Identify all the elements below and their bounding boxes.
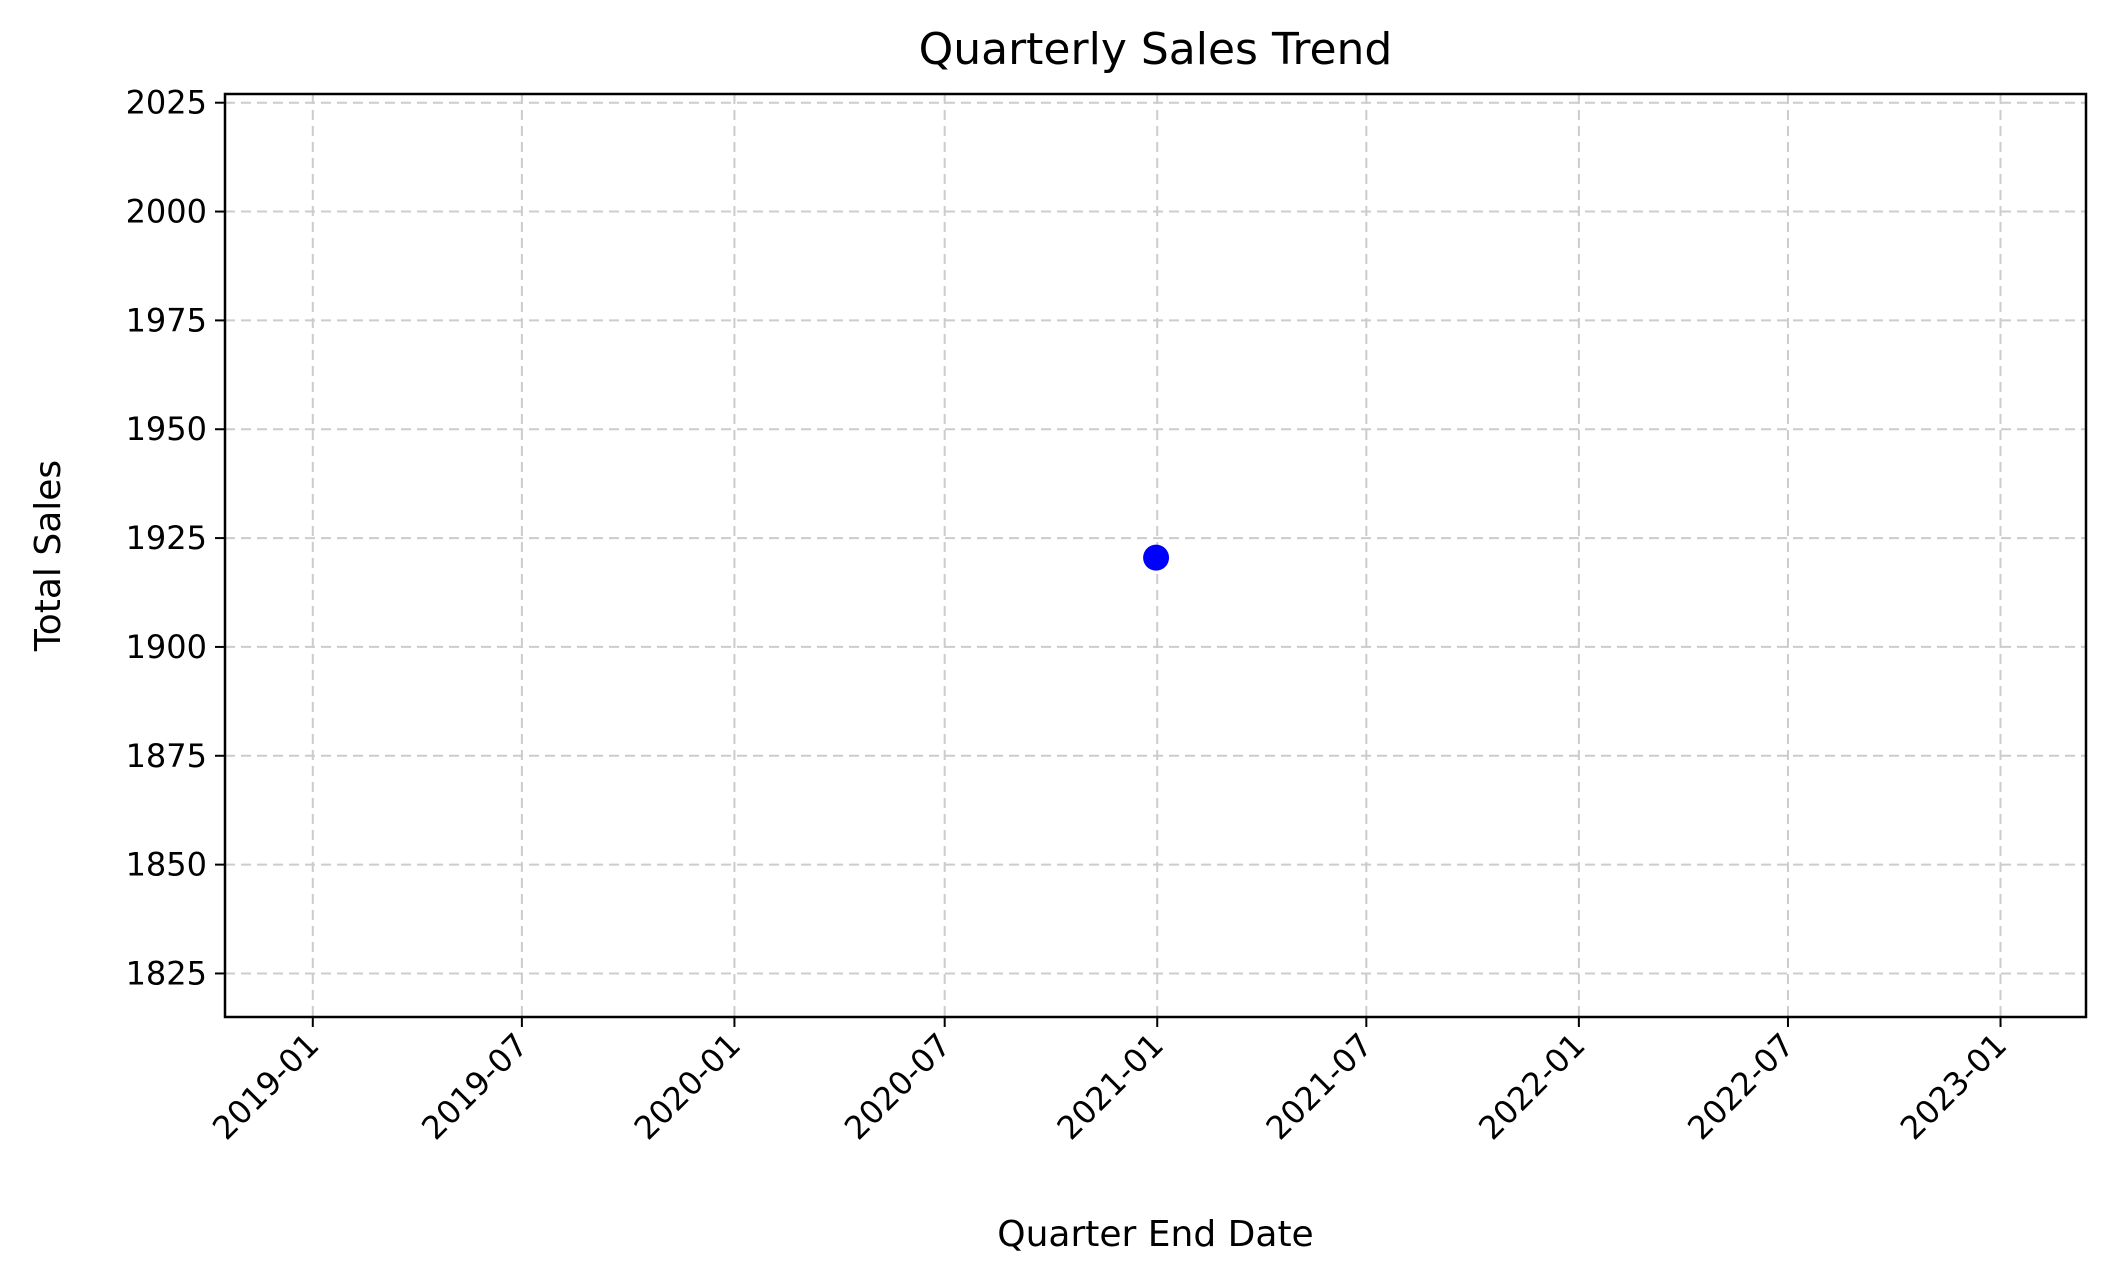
- plot-frame: [223, 92, 2088, 1019]
- grid: [225, 94, 2086, 1017]
- x-axis-label: Quarter End Date: [997, 1214, 1313, 1255]
- chart-title: Quarterly Sales Trend: [919, 24, 1393, 75]
- y-tick-label: 2025: [126, 84, 207, 122]
- y-tick-label: 1925: [126, 519, 207, 557]
- y-tick-label: 1975: [126, 301, 207, 339]
- y-tick-label: 2000: [126, 193, 207, 231]
- y-tick-label: 1850: [126, 846, 207, 884]
- y-tick-label: 1900: [126, 628, 207, 666]
- y-axis-label: Total Sales: [28, 460, 69, 652]
- y-tick-label: 1875: [126, 737, 207, 775]
- y-tick-label: 1825: [126, 954, 207, 992]
- data-point: [1143, 544, 1170, 571]
- data-points: [1143, 544, 1170, 571]
- y-tick-label: 1950: [126, 410, 207, 448]
